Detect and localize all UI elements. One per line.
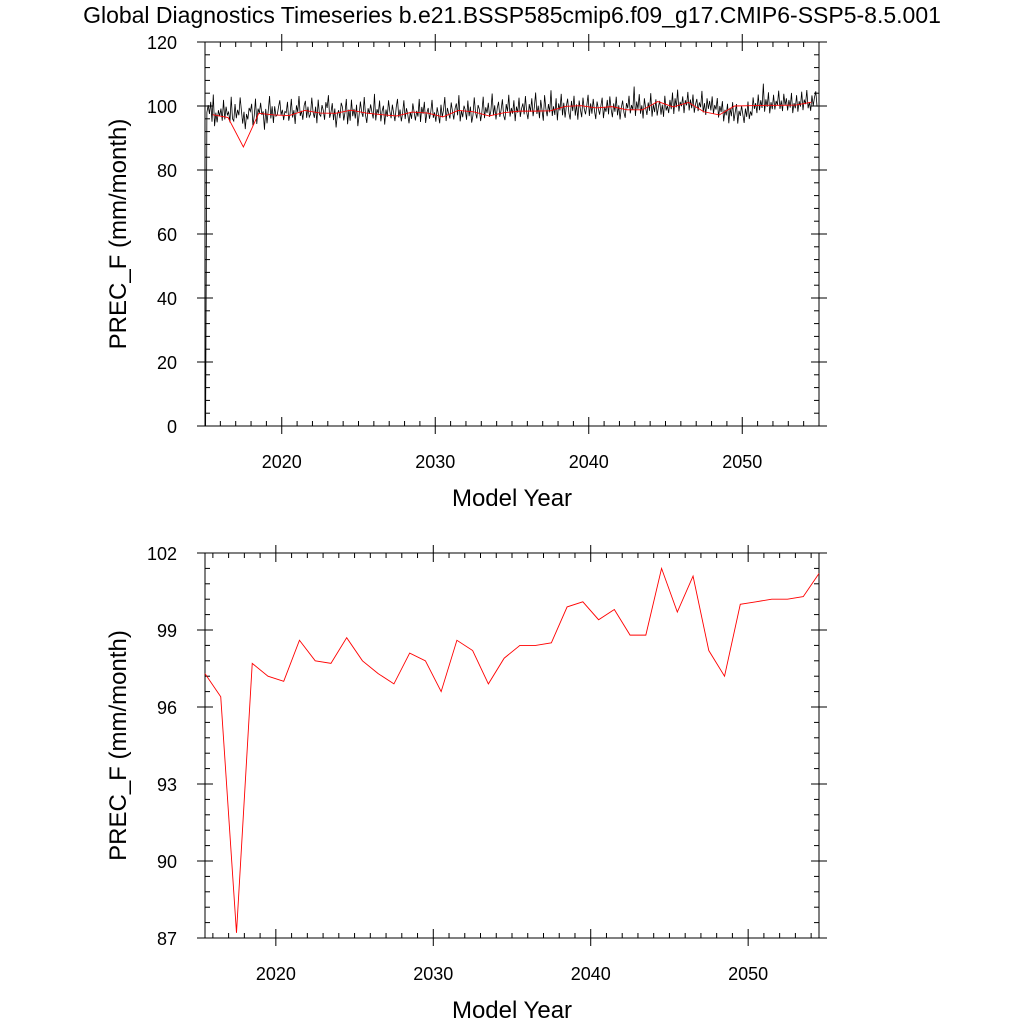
y-tick-label: 99 (157, 621, 177, 641)
y-axis-label: PREC_F (mm/month) (105, 630, 132, 861)
y-tick-label: 96 (157, 698, 177, 718)
y-tick-label: 20 (157, 353, 177, 373)
x-tick-label: 2030 (413, 964, 453, 984)
plot-frame (204, 41, 820, 427)
x-tick-label: 2040 (569, 452, 609, 472)
series-line-annual (204, 566, 820, 933)
x-tick-label: 2030 (415, 452, 455, 472)
y-tick-label: 60 (157, 225, 177, 245)
y-tick-label: 93 (157, 775, 177, 795)
x-axis-label: Model Year (452, 997, 572, 1024)
x-tick-label: 2020 (256, 964, 296, 984)
series-line-monthly (205, 83, 818, 427)
series-line-annual (212, 101, 812, 148)
y-tick-label: 120 (147, 33, 177, 53)
y-tick-label: 0 (167, 417, 177, 437)
y-tick-label: 90 (157, 852, 177, 872)
x-tick-label: 2040 (571, 964, 611, 984)
y-tick-label: 100 (147, 97, 177, 117)
x-axis-label: Model Year (452, 485, 572, 512)
panel-bottom: 2020 2030 2040 2050 87 90 93 96 99 102 Model Year P… (105, 544, 827, 1024)
x-tick-label: 2020 (262, 452, 302, 472)
y-tick-label: 40 (157, 289, 177, 309)
y-tick-label: 87 (157, 929, 177, 949)
y-axis-label: PREC_F (mm/month) (105, 119, 132, 350)
x-tick-label: 2050 (728, 964, 768, 984)
y-tick-label: 102 (147, 544, 177, 564)
figure-title: Global Diagnostics Timeseries b.e21.BSSP… (83, 2, 941, 28)
x-tick-label: 2050 (722, 452, 762, 472)
plot-frame (204, 552, 820, 939)
y-tick-label: 80 (157, 161, 177, 181)
